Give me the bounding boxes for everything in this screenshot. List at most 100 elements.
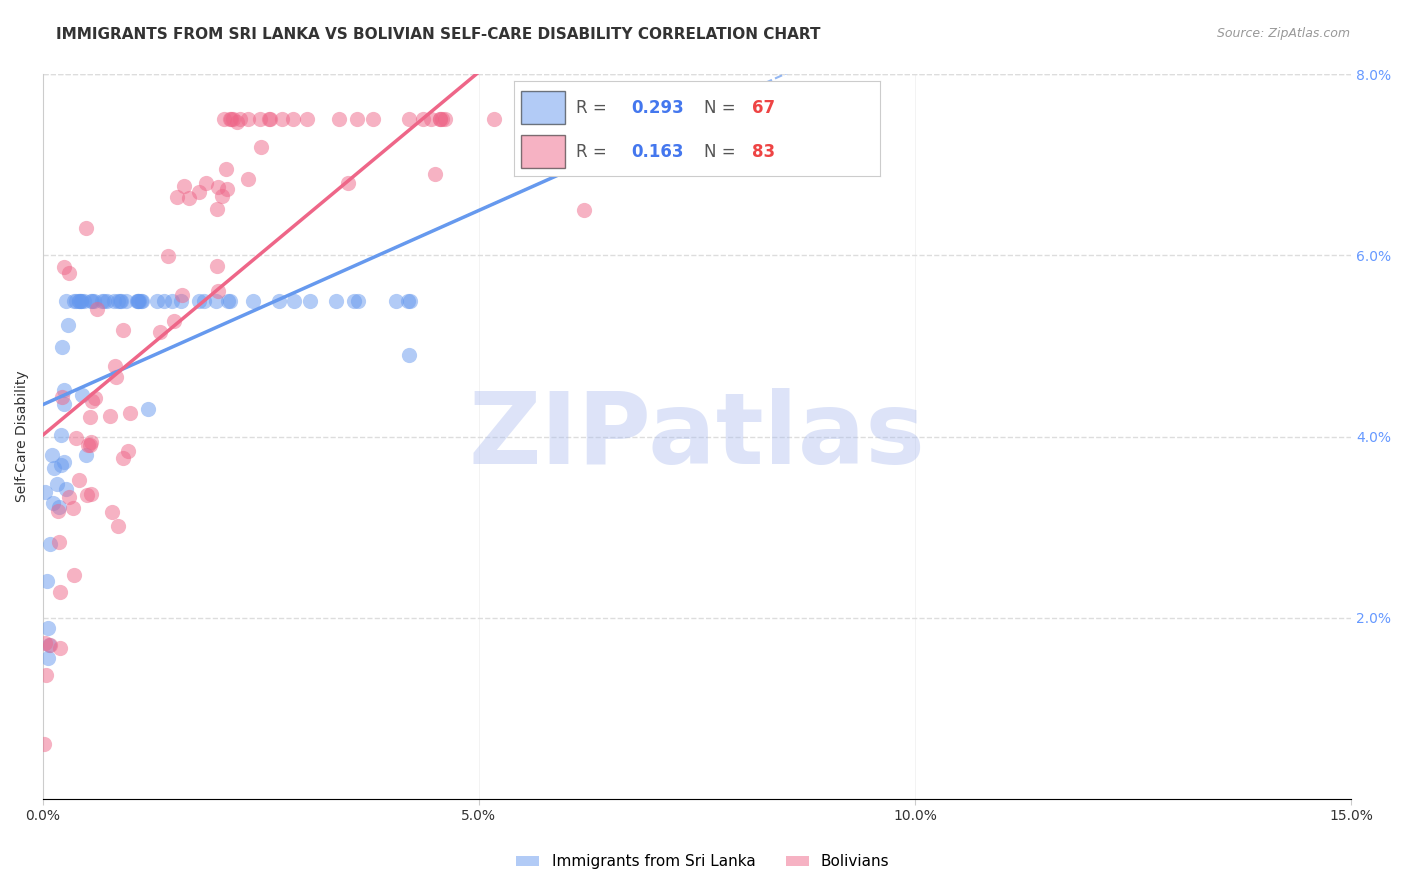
Point xyxy=(207,180,229,194)
Point xyxy=(412,112,434,127)
Point xyxy=(136,402,159,417)
Point xyxy=(49,427,72,442)
Point xyxy=(80,393,103,408)
Point xyxy=(229,112,252,127)
Point xyxy=(163,314,186,328)
Point xyxy=(328,112,350,127)
Point xyxy=(215,182,238,196)
Point xyxy=(34,636,56,650)
Point xyxy=(179,191,201,205)
Point xyxy=(149,326,172,340)
Point xyxy=(49,584,72,599)
Point xyxy=(420,112,443,127)
Point xyxy=(205,202,228,216)
Point xyxy=(218,112,240,127)
Point xyxy=(79,438,101,452)
Point xyxy=(70,293,93,308)
Point xyxy=(41,448,63,462)
Point xyxy=(772,112,794,127)
Point xyxy=(125,293,148,308)
Point xyxy=(79,293,101,308)
Point xyxy=(67,293,90,308)
Point xyxy=(166,190,188,204)
Point xyxy=(37,621,59,635)
Point xyxy=(398,112,420,127)
Point xyxy=(425,167,447,181)
Point xyxy=(157,249,180,263)
Point xyxy=(238,112,260,127)
Legend: Immigrants from Sri Lanka, Bolivians: Immigrants from Sri Lanka, Bolivians xyxy=(510,848,896,875)
Point xyxy=(145,293,167,308)
Point xyxy=(429,112,451,127)
Point xyxy=(107,519,129,533)
Point xyxy=(55,483,77,497)
Point xyxy=(58,267,80,281)
Point xyxy=(110,293,132,308)
Point xyxy=(347,293,370,308)
Point xyxy=(212,112,235,127)
Point xyxy=(193,293,215,308)
Point xyxy=(236,172,259,186)
Point xyxy=(222,112,245,127)
Point xyxy=(127,293,149,308)
Point xyxy=(173,178,195,193)
Point xyxy=(219,112,242,127)
Point xyxy=(38,639,60,653)
Point xyxy=(207,259,229,273)
Point xyxy=(226,114,249,128)
Point xyxy=(430,112,453,127)
Point xyxy=(65,431,87,445)
Point xyxy=(84,392,107,406)
Point xyxy=(52,260,75,274)
Point xyxy=(48,500,70,514)
Point xyxy=(86,302,108,317)
Point xyxy=(80,487,103,501)
Point xyxy=(96,293,118,308)
Point xyxy=(114,293,136,308)
Point xyxy=(217,293,239,308)
Point xyxy=(98,409,121,423)
Point xyxy=(76,488,98,502)
Point xyxy=(152,293,174,308)
Point xyxy=(63,293,86,308)
Point xyxy=(434,112,457,127)
Point xyxy=(58,490,80,504)
Point xyxy=(281,112,304,127)
Point xyxy=(398,348,420,362)
Point xyxy=(67,293,90,308)
Point xyxy=(257,112,280,127)
Point xyxy=(104,359,127,374)
Point xyxy=(343,293,366,308)
Point xyxy=(384,293,406,308)
Point xyxy=(39,638,62,652)
Point xyxy=(103,293,125,308)
Point xyxy=(396,293,419,308)
Point xyxy=(513,112,536,127)
Point xyxy=(482,112,505,127)
Point xyxy=(70,388,93,402)
Point xyxy=(73,293,96,308)
Point xyxy=(129,293,152,308)
Point xyxy=(79,409,101,424)
Point xyxy=(131,293,153,308)
Point xyxy=(111,450,134,465)
Point xyxy=(187,186,209,200)
Point xyxy=(108,293,131,308)
Point xyxy=(188,293,211,308)
Point xyxy=(51,340,73,354)
Point xyxy=(91,293,114,308)
Point xyxy=(83,293,105,308)
Point xyxy=(267,293,290,308)
Point xyxy=(70,293,93,308)
Point xyxy=(37,650,59,665)
Point xyxy=(429,112,451,127)
Point xyxy=(53,383,76,397)
Point xyxy=(337,176,360,190)
Point xyxy=(48,535,70,549)
Point xyxy=(41,495,63,509)
Point xyxy=(76,221,98,235)
Point xyxy=(51,390,73,404)
Point xyxy=(218,293,240,308)
Point xyxy=(46,504,69,518)
Point xyxy=(117,444,139,458)
